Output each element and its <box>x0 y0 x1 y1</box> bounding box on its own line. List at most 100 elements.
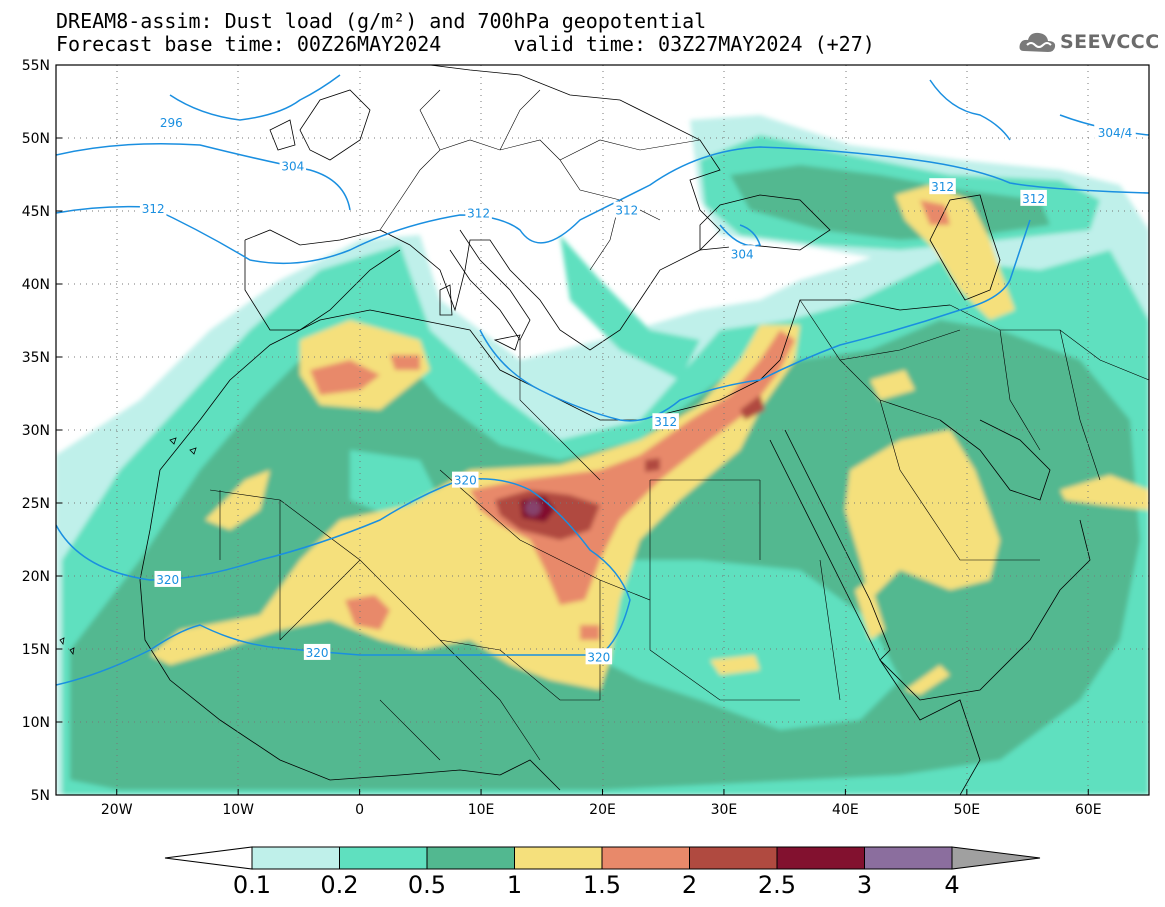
colorbar-level-label: 0.5 <box>408 871 446 899</box>
geopotential-label: 312 <box>931 180 954 194</box>
dust-layer-0.2-balkan <box>560 235 700 380</box>
contour-296 <box>169 74 341 121</box>
geopotential-label: 320 <box>306 646 329 660</box>
sardinia <box>439 284 453 316</box>
lat-label-15N: 15N <box>22 642 50 658</box>
geopotential-label: 304 <box>731 247 754 261</box>
contour-312-west <box>56 146 1149 265</box>
lon-label-60E: 60E <box>1075 802 1102 818</box>
italy-coast <box>449 229 531 341</box>
horn-africa <box>879 659 981 795</box>
lat-label-55N: 55N <box>22 58 50 74</box>
geopotential-label: 320 <box>454 474 477 488</box>
geopotential-label-bg <box>1094 124 1136 141</box>
contour-304 <box>56 143 351 211</box>
contour-ne-arc <box>929 79 1011 141</box>
colorbar-level-label: 0.2 <box>320 871 358 899</box>
colorbar-under-triangle <box>164 846 253 870</box>
map-title: DREAM8-assim: Dust load (g/m²) and 700hP… <box>56 9 707 33</box>
country-borders-asia <box>799 299 1149 561</box>
contour-320-south <box>56 624 600 686</box>
colorbar-level-label: 2.5 <box>758 871 796 899</box>
red-sea <box>769 429 891 661</box>
britain-coast <box>299 89 371 161</box>
geopotential-label-bg <box>154 570 181 587</box>
colorbar-box <box>776 846 865 870</box>
colorbar-level-label: 2 <box>682 871 697 899</box>
colorbar-box <box>864 846 953 870</box>
latitude-labels: 55N 50N 45N 40N 35N 30N 25N 20N 15N 10N 5N <box>22 58 62 804</box>
seevccc-logo: SEEVCCC <box>1018 27 1159 57</box>
contour-304-blacksea <box>719 224 761 247</box>
persian-gulf <box>939 419 1051 501</box>
dust-layer-1-caspian <box>895 185 1015 320</box>
colorbar-level-label: 4 <box>944 871 959 899</box>
geopotential-label: 312 <box>615 204 638 218</box>
colorbar-box <box>689 846 778 870</box>
contour-312-med <box>479 219 1031 422</box>
dust-layer-1-arabia <box>845 430 1000 600</box>
lon-label-30E: 30E <box>711 802 738 818</box>
sicily <box>493 334 521 351</box>
caspian-sea <box>929 194 1001 301</box>
geopotential-label-bg <box>585 648 613 665</box>
geopotential-label: 304/4 <box>1098 126 1133 140</box>
lon-label-20E: 20E <box>589 802 616 818</box>
dust-layer-1-main <box>150 325 800 690</box>
dust-layer-1-gulf <box>1060 475 1149 510</box>
cape-verde <box>59 637 75 655</box>
colorbar-box <box>251 846 340 870</box>
colorbar-box <box>514 846 603 870</box>
geopotential-label: 312 <box>467 206 490 220</box>
geopotential-label: 304 <box>281 160 304 174</box>
gulf-guinea <box>499 759 561 791</box>
colorbar-level-label: 0.1 <box>233 871 271 899</box>
geopotential-label-bg <box>303 643 331 660</box>
lon-label-0: 0 <box>355 802 364 818</box>
lat-label-10N: 10N <box>22 715 50 731</box>
geopotential-label: 312 <box>1022 192 1045 206</box>
geopotential-label-bg <box>728 245 756 262</box>
black-sea <box>699 194 831 251</box>
lat-label-35N: 35N <box>22 350 50 366</box>
colorbar: 0.1 0.2 0.5 1 1.5 2 2.5 3 4 <box>164 846 1041 899</box>
lat-label-50N: 50N <box>22 131 50 147</box>
west-africa-coast <box>139 469 501 781</box>
geopotential-label-bg <box>929 178 956 195</box>
geopotential-label: 296 <box>160 116 183 130</box>
geopotential-label-bg <box>158 113 185 130</box>
map-plot-area: 296 304 312 312 312 304 312 312 304/4 312 320 320 32… <box>56 65 1149 795</box>
geopotential-label-bg <box>652 413 679 430</box>
geopotential-label: 312 <box>142 202 165 216</box>
colorbar-box <box>601 846 690 870</box>
geopotential-label-bg <box>139 200 167 217</box>
geopotential-label-bg <box>465 204 492 221</box>
lat-label-45N: 45N <box>22 204 50 220</box>
canary-islands <box>169 437 197 455</box>
europe-coast <box>244 65 721 351</box>
geopotential-label-bg <box>279 157 307 174</box>
colorbar-level-label: 3 <box>857 871 872 899</box>
geopotential-contours <box>56 74 1149 686</box>
lon-label-20W: 20W <box>101 802 133 818</box>
lat-label-25N: 25N <box>22 496 50 512</box>
lat-label-40N: 40N <box>22 277 50 293</box>
longitude-labels: 20W 10W 0 10E 20E 30E 40E 50E 60E <box>101 789 1102 818</box>
colorbar-box <box>339 846 428 870</box>
geopotential-label-bg <box>613 201 641 218</box>
country-borders-europe <box>379 89 701 271</box>
dust-load-field <box>56 115 1149 795</box>
lat-label-20N: 20N <box>22 569 50 585</box>
map-subtitle-times: Forecast base time: 00Z26MAY2024 valid t… <box>56 32 875 56</box>
iberia-coast <box>244 240 401 331</box>
ireland-coast <box>269 119 296 151</box>
geopotential-label-bg <box>452 471 479 488</box>
geopotential-label-bg <box>1020 189 1047 206</box>
country-borders-africa <box>209 340 841 761</box>
lon-label-50E: 50E <box>953 802 980 818</box>
cloud-logo-icon <box>1019 32 1056 52</box>
geopotential-label: 320 <box>156 573 179 587</box>
lat-label-5N: 5N <box>31 788 50 804</box>
geopotential-labels: 296 304 312 312 312 304 312 312 304/4 312 320 320 32… <box>139 113 1136 665</box>
